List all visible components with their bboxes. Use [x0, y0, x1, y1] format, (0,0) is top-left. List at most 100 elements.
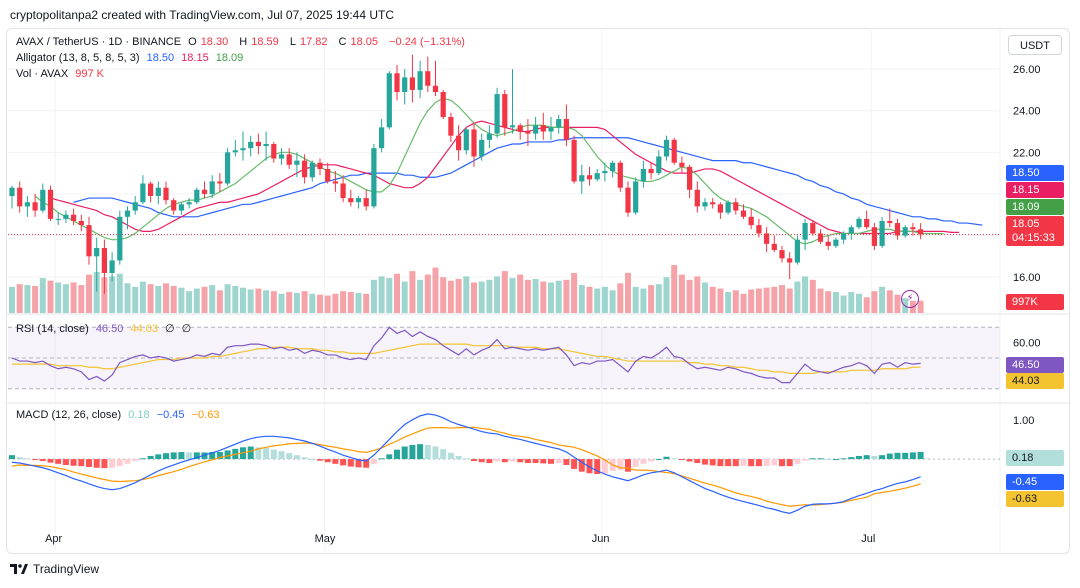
volume-bar [101, 277, 108, 313]
candle-body [771, 243, 777, 251]
candle-body [317, 162, 323, 169]
macd-hist-bar [409, 444, 416, 460]
candle-body [556, 119, 562, 128]
candle-body [887, 220, 893, 224]
macd-hist-bar [147, 455, 154, 460]
candle-body [787, 258, 793, 263]
candle-body [117, 216, 123, 261]
macd-hist-bar [671, 458, 678, 460]
candle-body [871, 227, 877, 246]
macd-hist-bar [871, 455, 878, 460]
macd-hist-bar [24, 458, 31, 460]
grid-lines [6, 29, 1070, 553]
volume-bar [871, 291, 878, 313]
volume-bar [432, 267, 439, 313]
volume-bar [655, 284, 662, 313]
candle-body [124, 210, 131, 217]
macd-hist-bar [725, 459, 732, 467]
candle-body [171, 200, 177, 211]
volume-bar [848, 292, 855, 313]
candle-body [294, 160, 300, 165]
volume-bar [24, 285, 31, 313]
candle-body [17, 187, 23, 207]
candle-body [563, 119, 569, 140]
macd-hist-bar [417, 444, 424, 460]
volume-bar [725, 292, 732, 313]
volume-bar [856, 293, 862, 313]
macd-hist-bar [109, 459, 116, 468]
macd-hist-price-label: 0.18 [1006, 450, 1064, 466]
candle-body [594, 173, 600, 180]
candle-body [710, 202, 716, 205]
candle-body [702, 202, 708, 207]
candle-body [517, 125, 523, 132]
macd-hist-bar [578, 459, 585, 472]
volume-bar [232, 285, 239, 313]
candle-body [394, 73, 400, 92]
macd-hist-bar [86, 459, 92, 467]
macd-hist-bar [617, 459, 624, 471]
volume-bar [817, 288, 824, 313]
candle-body [379, 127, 385, 149]
volume-bar [139, 281, 146, 313]
candle-body [602, 171, 608, 174]
candle-body [363, 198, 369, 207]
candle-body [178, 204, 184, 211]
volume-bar [671, 265, 678, 313]
symbol-title[interactable]: AVAX / TetherUS · 1D · BINANCE [16, 36, 182, 48]
macd-hist-bar [632, 459, 639, 467]
candle-body [348, 198, 354, 203]
lightning-icon[interactable]: ⚡ [901, 290, 919, 308]
macd-hist-bar [755, 459, 762, 467]
volume-bar [779, 285, 785, 313]
candle-body [155, 187, 161, 196]
volume-bar [625, 272, 631, 313]
volume-bar [47, 280, 54, 313]
macd-legend: MACD (12, 26, close) 0.18 −0.45 −0.63 [16, 409, 223, 421]
volume-bar [347, 292, 354, 313]
candle-body [725, 202, 731, 213]
macd-hist-bar [802, 459, 809, 461]
macd-hist-bar [601, 459, 608, 474]
volume-bar [717, 288, 724, 313]
macd-hist-bar [363, 459, 370, 468]
volume-bar [732, 290, 739, 313]
candle-body [217, 181, 223, 184]
candle-body [78, 220, 84, 226]
candle-body [109, 260, 115, 273]
rsi-ma-line [12, 343, 921, 374]
candle-body [733, 202, 739, 211]
macd-title[interactable]: MACD (12, 26, close) [16, 409, 122, 421]
volume-bar [740, 293, 747, 313]
candle-body [47, 189, 54, 219]
rsi-band [8, 326, 1000, 390]
candle-body [533, 125, 539, 134]
volume-title[interactable]: Vol · AVAX [16, 68, 69, 80]
volume-bar [586, 286, 593, 313]
macd-hist-bar [732, 459, 739, 467]
candle-body [856, 218, 862, 228]
candle-body [32, 202, 38, 211]
macd-hist-bar [856, 455, 862, 460]
volume-bar [355, 292, 362, 313]
volume-bar [394, 273, 400, 313]
alligator-title[interactable]: Alligator (13, 8, 5, 8, 5, 3) [16, 52, 140, 64]
macd-hist-bar [386, 454, 393, 460]
macd-hist-bar [863, 455, 870, 460]
candle-body [201, 189, 208, 194]
macd-hist-bar [163, 453, 169, 460]
volume-bar [555, 280, 562, 313]
macd-hist-bar [370, 459, 377, 464]
macd-hist-bar [9, 455, 15, 460]
currency-button[interactable]: USDT [1008, 35, 1062, 55]
candle-body [325, 168, 331, 182]
volume-bar [478, 281, 485, 313]
macd-hist-bar [39, 459, 46, 462]
rsi-title[interactable]: RSI (14, close) [16, 323, 89, 335]
candle-body [586, 175, 593, 180]
candle-body [255, 141, 261, 147]
ohlc-open: O 18.30 [188, 36, 229, 48]
volume-bar [524, 279, 531, 313]
candle-body [432, 85, 439, 92]
